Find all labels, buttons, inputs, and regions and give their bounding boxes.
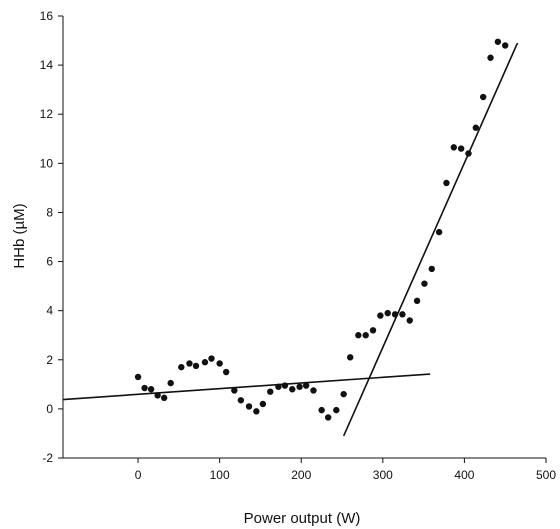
data-point [147, 386, 155, 393]
data-point [465, 150, 472, 157]
y-tick-label: 8 [46, 205, 53, 219]
data-point [259, 400, 267, 408]
data-point [192, 362, 200, 370]
data-point [487, 54, 494, 61]
data-point [421, 280, 428, 287]
fit-line [62, 373, 431, 401]
ticks: 0 100 200 300 400 500 -2 0 2 4 6 8 10 12 14 16 [40, 9, 557, 482]
y-tick-label: 6 [46, 255, 53, 269]
x-tick-label: 300 [373, 468, 393, 482]
y-tick-label: 10 [40, 156, 54, 170]
data-point [355, 332, 362, 339]
data-point [377, 312, 384, 319]
data-point [346, 354, 354, 361]
data-point [443, 179, 450, 187]
x-tick-label: 500 [536, 468, 556, 482]
y-tick-label: 4 [46, 304, 53, 318]
y-tick-label: 2 [46, 353, 53, 367]
fit-lines [62, 42, 519, 437]
data-point [141, 384, 148, 392]
data-point [222, 368, 230, 376]
data-point [399, 311, 406, 318]
data-point [186, 360, 193, 367]
y-tick-label: 12 [40, 107, 54, 121]
data-point [245, 403, 253, 410]
data-point [324, 414, 332, 421]
y-tick-label: 16 [40, 9, 54, 23]
x-tick-label: 400 [454, 468, 474, 482]
fit-line [342, 42, 519, 437]
data-point [167, 379, 174, 387]
data-point [428, 265, 435, 273]
data-point [160, 394, 168, 402]
y-tick-label: 14 [40, 58, 54, 72]
axes [62, 16, 546, 459]
data-point [134, 373, 142, 381]
data-point [340, 390, 347, 398]
x-tick-label: 0 [135, 468, 142, 482]
data-point [318, 406, 325, 414]
data-point [296, 383, 303, 390]
data-point [178, 363, 185, 371]
data-point [457, 145, 465, 152]
data-point [216, 360, 223, 367]
data-point [362, 332, 369, 339]
data-point [253, 408, 260, 415]
y-axis-title: HHb (µM) [11, 203, 28, 268]
data-point [289, 386, 296, 393]
data-point [384, 309, 391, 317]
data-point [208, 355, 215, 362]
data-point [154, 392, 161, 399]
data-point [275, 383, 282, 390]
data-point [406, 317, 413, 324]
data-point [237, 397, 245, 404]
data-point [231, 387, 238, 394]
data-point [333, 406, 340, 414]
x-tick-label: 200 [291, 468, 311, 482]
x-axis-title: Power output (W) [244, 510, 361, 527]
y-tick-label: 0 [46, 402, 53, 416]
y-tick-label: -2 [42, 451, 53, 465]
data-point [450, 144, 458, 151]
data-point [267, 388, 274, 395]
data-point [502, 42, 509, 49]
data-points [134, 38, 509, 421]
data-point [479, 93, 487, 101]
data-point [281, 382, 289, 389]
data-point [435, 228, 443, 236]
data-point [302, 382, 310, 389]
data-point [310, 387, 317, 394]
data-point [413, 297, 421, 305]
data-point [494, 38, 502, 45]
data-point [391, 311, 399, 318]
x-tick-label: 100 [210, 468, 230, 482]
data-point [369, 327, 377, 334]
data-point [472, 124, 480, 131]
data-point [201, 359, 209, 366]
